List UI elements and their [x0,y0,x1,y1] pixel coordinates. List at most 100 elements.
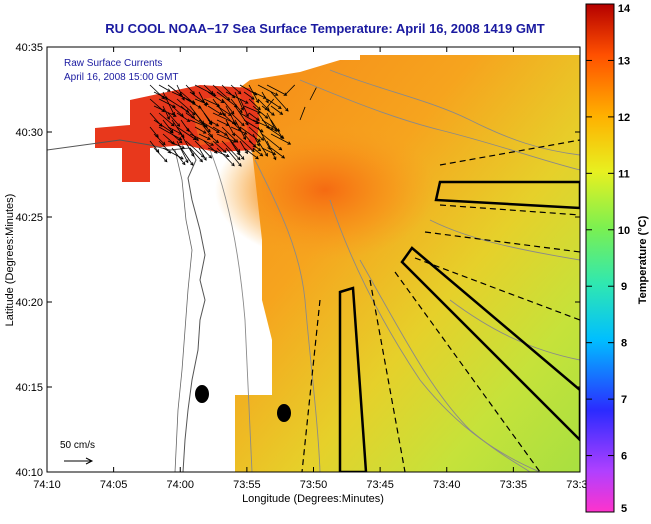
current-arrowhead [205,101,209,106]
current-arrowhead [287,141,292,145]
current-arrow [198,133,211,140]
current-arrow [207,147,230,157]
x-tick-label: 73:40 [433,479,461,491]
current-arrowhead [158,123,163,127]
current-arrowhead [190,162,194,166]
current-arrow [171,105,184,117]
current-arrowhead [283,92,288,96]
current-arrow [252,133,260,147]
current-arrowhead [203,157,207,161]
current-arrow [162,133,175,145]
current-arrow [162,147,184,160]
current-arrow [158,112,175,127]
current-arrow [171,133,183,144]
current-arrow [243,105,261,114]
colorbar-tick-label: 9 [621,281,627,293]
current-arrowhead [236,151,240,156]
x-tick-label: 74:05 [100,479,128,491]
current-arrow [216,105,232,116]
current-arrow [207,91,224,103]
x-tick-label: 73:45 [366,479,394,491]
current-arrow [185,140,205,158]
colorbar-tick-label: 5 [621,503,627,515]
current-arrow [185,84,195,95]
current-arrowhead [186,128,190,133]
current-arrow [248,112,260,121]
y-tick-label: 40:35 [15,42,43,54]
current-arrowhead [255,99,259,104]
current-arrow [162,119,174,133]
current-arrowhead [239,109,243,114]
current-arrow [216,147,235,167]
current-arrow [167,140,185,149]
current-arrow [171,119,185,138]
current-arrowhead [270,126,275,130]
current-arrow [234,105,249,126]
current-arrowhead [273,156,277,161]
current-arrow [158,126,182,140]
current-arrow [261,105,275,116]
y-tick-label: 40:10 [15,467,43,479]
current-arrowhead [199,158,203,163]
current-arrowhead [164,96,169,100]
current-arrowhead [180,156,184,160]
current-arrow [176,126,197,140]
sst-warm-core [215,120,435,260]
figure-title: RU COOL NOAA−17 Sea Surface Temperature:… [105,21,544,36]
current-arrowhead [181,161,186,166]
colorbar-tick-label: 13 [618,55,630,67]
current-arrowhead [259,152,264,157]
current-arrowhead [207,128,211,133]
current-arrow [212,84,230,101]
current-arrow [309,87,317,101]
current-arrowhead [170,122,175,127]
colorbar-label: Temperature (°C) [637,215,649,304]
y-axis-ticks: 40:35 40:30 40:25 40:20 40:15 40:10 [15,42,580,479]
current-arrowhead [215,123,220,127]
current-arrow [207,133,219,143]
current-arrow [180,147,194,166]
current-arrow [266,112,277,132]
colorbar-tick-label: 14 [618,3,631,15]
current-arrowhead [207,136,211,140]
current-arrowhead [202,130,207,134]
current-arrow [198,119,220,133]
current-arrow [149,126,159,138]
colorbar-tick-label: 10 [618,225,630,237]
colorbar-tick-label: 11 [618,168,630,180]
current-arrow [167,112,180,127]
current-arrow [153,105,177,117]
current-arrowhead [237,90,242,95]
current-arrow [248,140,261,151]
current-arrowhead [230,110,235,115]
current-arrowhead [210,90,214,95]
current-arrow [180,91,196,105]
y-tick-label: 40:20 [15,297,43,309]
current-arrowhead [216,129,220,133]
current-arrow [225,119,235,136]
current-arrow [243,147,259,160]
current-arrow [198,147,207,161]
current-arrowhead [210,142,215,146]
current-arrow [257,98,270,111]
current-arrowhead [252,144,257,148]
current-arrow [153,133,166,145]
current-arrow [243,91,255,100]
current-arrow [194,98,209,105]
current-arrow [234,91,244,111]
colorbar [585,3,615,513]
current-arrow [212,140,227,153]
current-arrow [270,119,284,139]
current-arrowhead [176,123,181,127]
colorbar-tick-label: 6 [621,451,627,463]
current-arrow [176,98,196,115]
current-arrow [212,126,228,136]
current-arrowhead [257,147,262,152]
current-arrowhead [257,106,261,111]
current-arrowhead [241,122,245,127]
current-arrow [261,147,276,155]
current-arrowhead [181,145,186,149]
current-arrow [239,84,257,96]
current-arrowhead [280,135,285,139]
current-arrow [225,105,237,126]
